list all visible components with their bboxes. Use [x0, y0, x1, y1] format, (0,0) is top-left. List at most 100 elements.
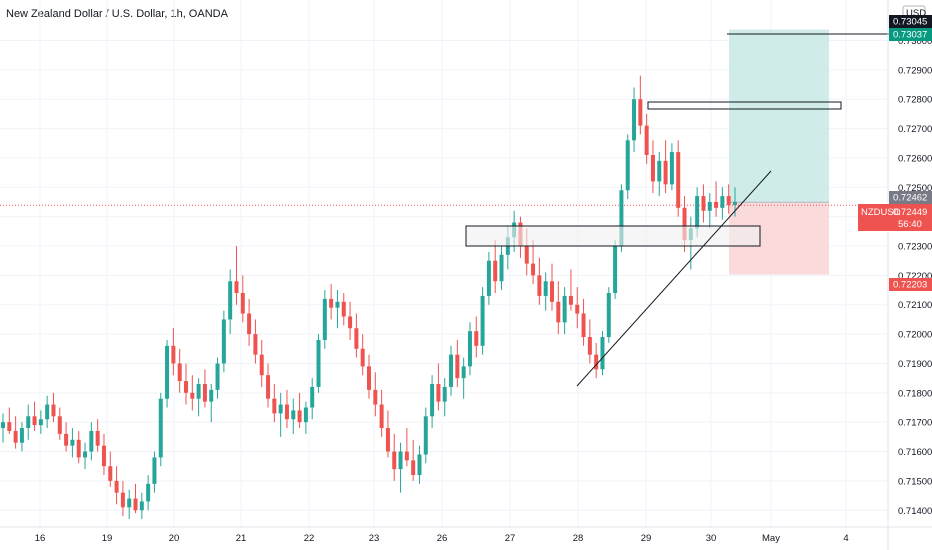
- candle-body: [240, 292, 245, 314]
- candle-body: [247, 313, 252, 335]
- support-box: [465, 225, 761, 247]
- candle-body: [13, 430, 18, 443]
- candle-body: [550, 281, 554, 302]
- x-tick-label: 29: [641, 533, 652, 544]
- time-axis[interactable]: 16 19 20 21 22 23 26 27 28 29 30 May 4: [0, 526, 932, 544]
- candle-body: [284, 404, 289, 420]
- candle-body: [537, 275, 542, 296]
- x-tick-label: May: [762, 533, 780, 544]
- candle-body: [133, 498, 138, 511]
- price-axis[interactable]: 0.73000 0.72900 0.72800 0.72700 0.72600 0.725…: [887, 0, 932, 550]
- candle-body: [329, 298, 334, 308]
- candle-body: [127, 498, 132, 508]
- candle-body: [531, 263, 536, 276]
- candle-body: [272, 398, 277, 414]
- candle-body: [316, 339, 321, 387]
- candle-body: [676, 152, 681, 208]
- x-tick-label: 16: [35, 533, 46, 544]
- candle-body: [720, 196, 725, 208]
- candle-body: [543, 281, 548, 296]
- candle-body: [644, 125, 649, 155]
- candle-body: [524, 246, 529, 264]
- x-tick-label: 4: [843, 533, 848, 544]
- candle-body: [19, 428, 24, 443]
- candle-body: [158, 398, 163, 458]
- stop-price-tag: 0.72203: [893, 280, 927, 291]
- candle-body: [202, 384, 207, 402]
- y-tick-label: 0.71700: [898, 418, 932, 429]
- candle-body: [76, 439, 81, 458]
- current-price: 0.72449: [893, 207, 927, 218]
- candle-body: [449, 354, 454, 387]
- resistance-box: [647, 101, 842, 110]
- stop-price-tag-bg: [889, 278, 932, 291]
- drawings[interactable]: [465, 33, 890, 387]
- y-tick-label: 0.72100: [898, 300, 932, 311]
- candle-body: [70, 439, 75, 446]
- candle-body: [38, 419, 43, 426]
- y-tick-label: 0.71900: [898, 359, 932, 370]
- candle-body: [373, 389, 378, 405]
- candle-body: [1, 422, 5, 429]
- y-tick-label: 0.71600: [898, 447, 932, 458]
- candle-body: [45, 404, 50, 420]
- candle-body: [707, 201, 712, 211]
- candle-body: [221, 319, 226, 364]
- target-zone: [729, 29, 829, 203]
- candle-body: [594, 354, 599, 370]
- chart-title: New Zealand Dollar / U.S. Dollar, 1h, OA…: [6, 8, 228, 20]
- target-price-tag: 0.73037: [893, 30, 927, 41]
- y-tick-label: 0.71800: [898, 388, 932, 399]
- target-price-tag-bg: [889, 28, 932, 41]
- x-tick-label: 20: [169, 533, 180, 544]
- candle-body: [234, 281, 239, 293]
- x-tick-label: 19: [102, 533, 113, 544]
- candle-body: [632, 99, 637, 141]
- candle-body: [57, 416, 62, 434]
- y-tick-label: 0.72700: [898, 124, 932, 135]
- candle-body: [442, 386, 447, 402]
- x-tick-label: 26: [437, 533, 448, 544]
- candle-body: [385, 428, 390, 452]
- candle-body: [335, 301, 340, 308]
- candle-body: [404, 451, 409, 461]
- y-tick-label: 0.72000: [898, 330, 932, 341]
- candle-body: [7, 422, 12, 431]
- x-tick-label: 28: [573, 533, 584, 544]
- candle-body: [228, 281, 233, 320]
- candle-body: [322, 298, 327, 340]
- position-zones[interactable]: [0, 29, 888, 275]
- candle-body: [95, 430, 100, 446]
- candle-body: [480, 295, 485, 346]
- candle-body: [695, 196, 700, 229]
- candle-body: [657, 160, 662, 182]
- top-price-tag-bg: [889, 15, 932, 28]
- candle-body: [682, 207, 687, 241]
- candle-body: [171, 345, 176, 364]
- candle-body: [650, 154, 655, 182]
- x-tick-label: 21: [236, 533, 247, 544]
- candle-body: [726, 196, 731, 205]
- candle-body: [606, 292, 611, 338]
- x-tick-label: 23: [369, 533, 380, 544]
- candle-body: [367, 366, 371, 390]
- candle-body: [461, 366, 466, 379]
- candle-body: [663, 160, 668, 185]
- candle-body: [266, 375, 271, 399]
- y-tick-label: 0.72600: [898, 153, 932, 164]
- candle-body: [575, 304, 580, 314]
- candle-body: [587, 337, 592, 355]
- y-tick-label: 0.72500: [898, 183, 932, 194]
- candle-body: [310, 386, 315, 408]
- candle-body: [392, 451, 397, 470]
- currency-label: USD: [906, 8, 926, 19]
- candle-body: [165, 345, 170, 399]
- y-tick-label: 0.73000: [898, 36, 932, 47]
- candle-body: [499, 254, 504, 282]
- grid: [0, 0, 888, 527]
- candle-body: [120, 492, 125, 508]
- reference-price-tag-bg: [889, 191, 932, 204]
- candle-body: [152, 457, 157, 484]
- candle-body: [486, 260, 491, 296]
